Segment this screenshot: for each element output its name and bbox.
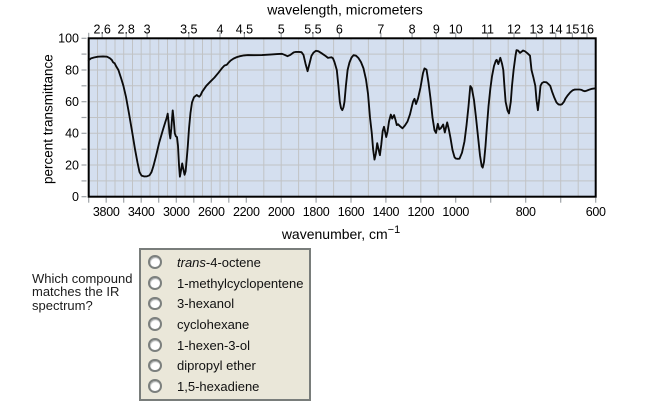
svg-text:10: 10 [449,23,463,37]
svg-text:100: 100 [58,32,79,46]
svg-text:2.8: 2.8 [118,23,135,37]
svg-text:13: 13 [530,23,544,37]
svg-text:3.5: 3.5 [180,23,197,37]
svg-text:16: 16 [580,23,594,37]
svg-text:0: 0 [72,190,79,204]
svg-text:80: 80 [65,63,79,77]
svg-text:2.6: 2.6 [94,23,111,37]
svg-text:40: 40 [65,127,79,141]
svg-text:2200: 2200 [233,205,260,219]
svg-text:1200: 1200 [407,205,434,219]
svg-text:6: 6 [336,23,343,37]
svg-text:wavenumber, cm−1: wavenumber, cm−1 [281,224,400,242]
svg-text:3: 3 [144,23,151,37]
svg-text:11: 11 [481,23,494,37]
svg-text:600: 600 [586,205,606,219]
svg-text:percent transmittance: percent transmittance [41,54,56,184]
svg-text:4.5: 4.5 [236,23,253,37]
svg-text:5.5: 5.5 [304,23,321,37]
svg-text:3800: 3800 [93,205,120,219]
svg-text:15: 15 [565,23,579,37]
svg-text:2000: 2000 [268,205,295,219]
svg-text:1800: 1800 [303,205,330,219]
svg-text:60: 60 [65,95,79,109]
svg-text:7: 7 [377,23,384,37]
svg-text:5: 5 [278,23,285,37]
svg-text:800: 800 [516,205,536,219]
svg-text:1400: 1400 [373,205,400,219]
svg-text:9: 9 [433,23,440,37]
svg-text:1000: 1000 [442,205,469,219]
svg-text:wavelength, micrometers: wavelength, micrometers [266,2,423,18]
svg-text:3400: 3400 [128,205,155,219]
svg-text:3000: 3000 [163,205,190,219]
svg-text:1600: 1600 [338,205,365,219]
svg-text:14: 14 [549,23,563,37]
svg-text:8: 8 [409,23,416,37]
svg-text:4: 4 [217,23,224,37]
svg-text:20: 20 [65,158,79,172]
svg-text:12: 12 [507,23,521,37]
svg-text:2600: 2600 [198,205,225,219]
